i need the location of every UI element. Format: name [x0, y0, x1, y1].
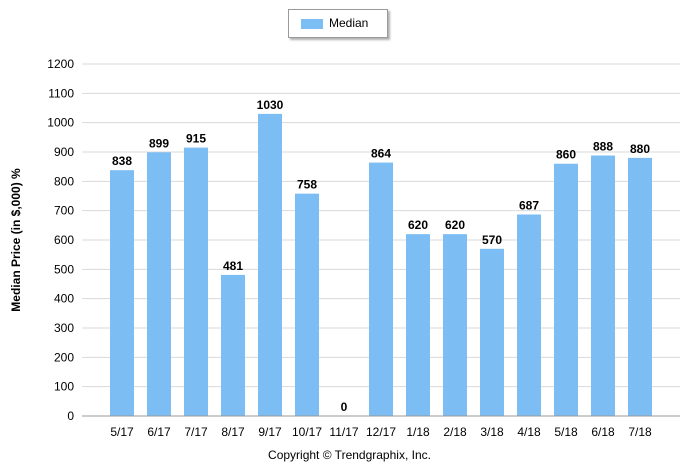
- copyright-text: Copyright © Trendgraphix, Inc.: [268, 448, 431, 462]
- data-labels: 838 899 915 481 1030 758 0 864 620 620 570 687 860 88…: [112, 98, 650, 414]
- data-label: 620: [445, 218, 465, 232]
- y-tick-label: 0: [67, 409, 74, 423]
- data-label: 620: [408, 218, 428, 232]
- data-label: 570: [482, 233, 502, 247]
- bar: [406, 234, 430, 416]
- legend-swatch: [301, 19, 323, 29]
- x-tick-label: 3/18: [480, 425, 504, 439]
- bars: [110, 113, 652, 416]
- data-label: 687: [519, 198, 539, 212]
- bar: [554, 163, 578, 416]
- data-label: 888: [593, 140, 613, 154]
- x-tick-label: 4/18: [517, 425, 541, 439]
- bar: [369, 162, 393, 416]
- y-tick-labels: 0 100 200 300 400 500 600 700 800 900 1000 1100 1200: [47, 57, 74, 423]
- y-tick-label: 300: [54, 321, 74, 335]
- y-tick-label: 700: [54, 204, 74, 218]
- x-tick-label: 10/17: [292, 425, 322, 439]
- y-tick-label: 1000: [47, 116, 74, 130]
- y-tick-label: 1100: [48, 86, 74, 100]
- data-label: 864: [371, 147, 391, 161]
- data-label: 838: [112, 154, 132, 168]
- bar: [184, 147, 208, 416]
- x-tick-label: 2/18: [443, 425, 467, 439]
- x-tick-label: 7/18: [628, 425, 652, 439]
- bar: [258, 113, 282, 416]
- data-label: 899: [149, 136, 169, 150]
- data-label: 860: [556, 148, 576, 162]
- x-tick-labels: 5/17 6/17 7/17 8/17 9/17 10/17 11/17 12/17 1/18 2…: [110, 425, 652, 439]
- legend: Median: [288, 9, 388, 38]
- bar: [295, 193, 319, 416]
- bar: [480, 248, 504, 416]
- x-tick-label: 6/18: [591, 425, 615, 439]
- x-tick-label: 1/18: [406, 425, 430, 439]
- y-tick-label: 500: [54, 262, 74, 276]
- x-tick-label: 6/17: [147, 425, 171, 439]
- data-label: 880: [630, 142, 650, 156]
- bar: [221, 274, 245, 416]
- y-axis-label: Median Price (in $,000) %: [9, 168, 23, 312]
- data-label: 915: [186, 132, 206, 146]
- y-tick-label: 400: [54, 292, 74, 306]
- y-tick-label: 800: [54, 174, 74, 188]
- x-tick-label: 11/17: [329, 425, 358, 439]
- x-tick-label: 5/17: [110, 425, 134, 439]
- x-tick-label: 7/17: [184, 425, 208, 439]
- data-label: 481: [223, 259, 243, 273]
- y-tick-label: 100: [54, 380, 74, 394]
- y-tick-label: 900: [54, 145, 74, 159]
- legend-label: Median: [329, 16, 369, 30]
- bar: [628, 157, 652, 416]
- bar: [110, 170, 134, 416]
- x-tick-label: 9/17: [258, 425, 282, 439]
- data-label: 1030: [257, 98, 284, 112]
- y-tick-label: 600: [54, 233, 74, 247]
- bar: [147, 152, 171, 416]
- x-tick-label: 5/18: [554, 425, 578, 439]
- data-label: 0: [341, 400, 348, 414]
- bar: [591, 155, 615, 416]
- y-tick-label: 1200: [47, 57, 74, 71]
- bar: [443, 234, 467, 416]
- bar: [517, 214, 541, 416]
- x-tick-label: 12/17: [366, 425, 396, 439]
- x-tick-label: 8/17: [221, 425, 245, 439]
- data-label: 758: [297, 178, 317, 192]
- y-tick-label: 200: [54, 350, 74, 364]
